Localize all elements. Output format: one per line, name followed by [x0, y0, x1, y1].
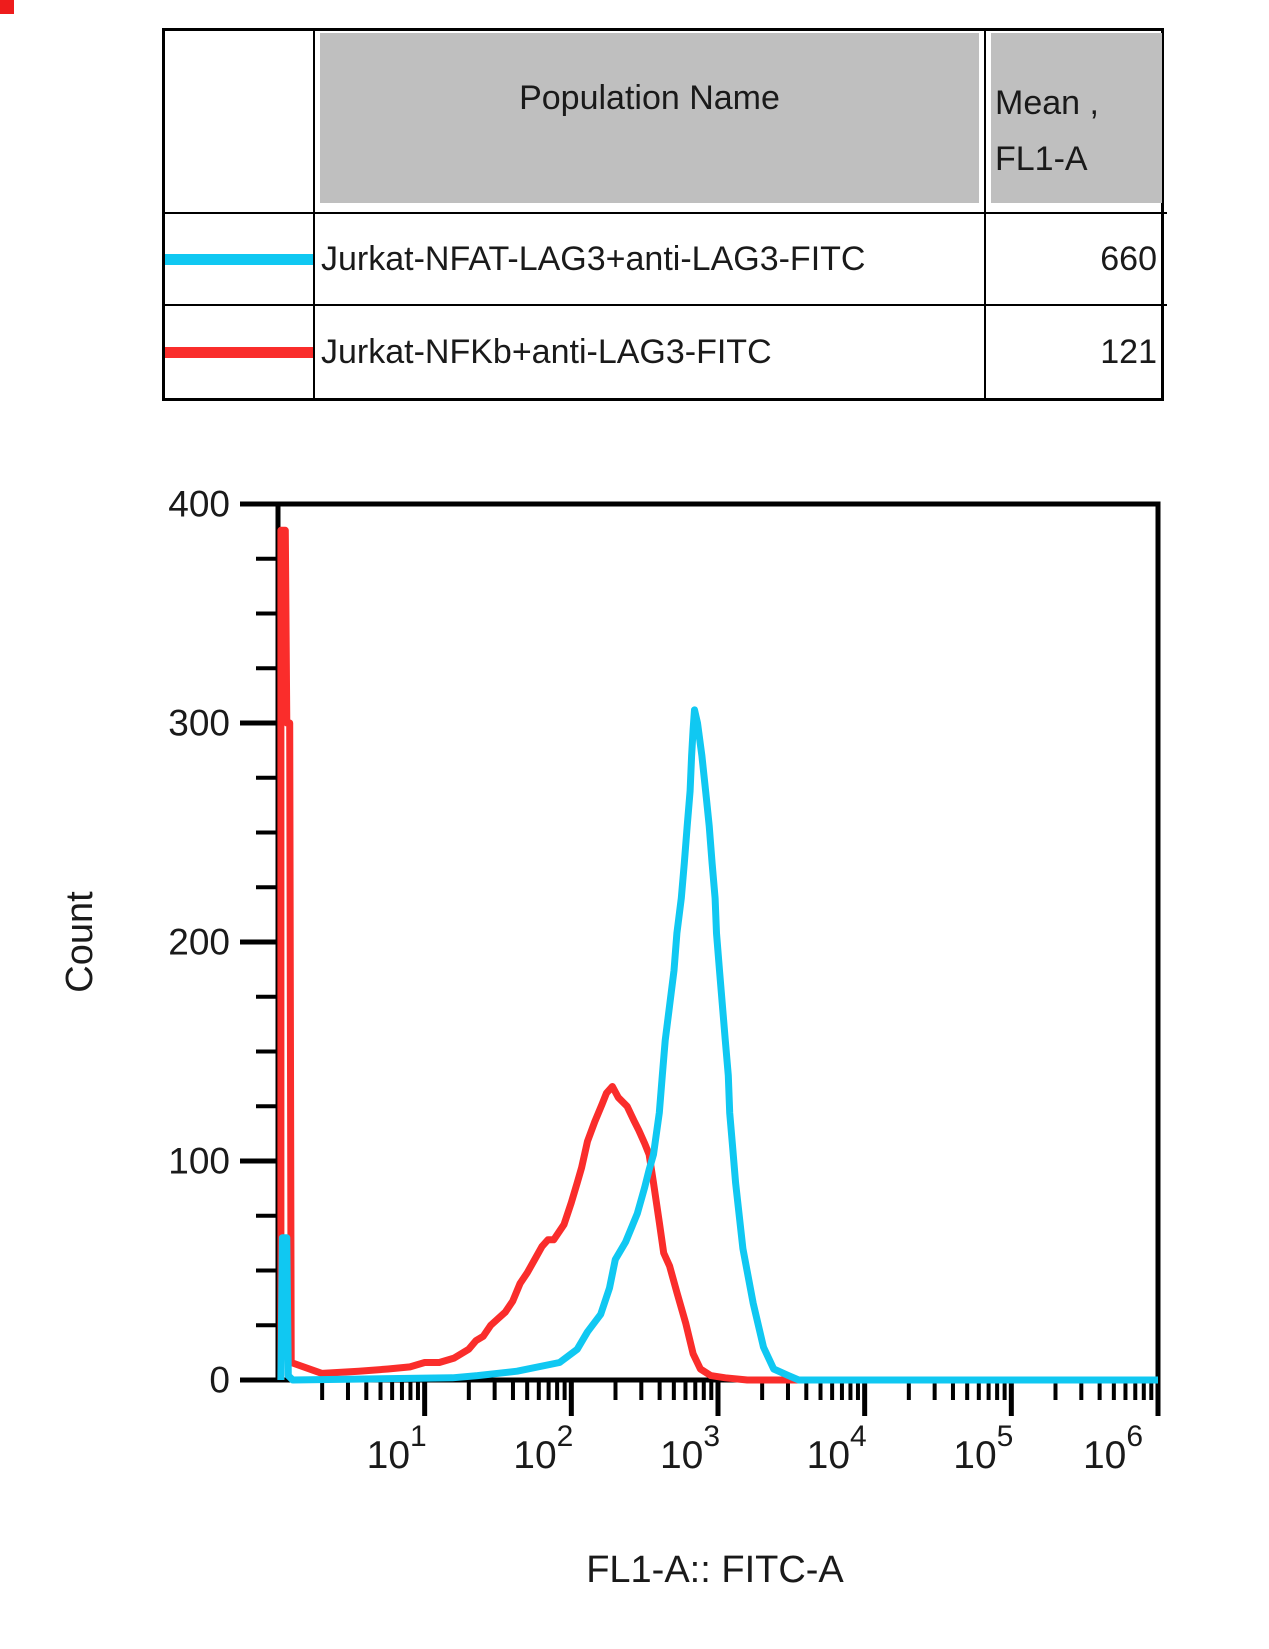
population-name-1: Jurkat-NFAT-LAG3+anti-LAG3-FITC — [315, 214, 986, 306]
y-axis-title: Count — [59, 891, 101, 993]
x-tick-label: 103 — [660, 1420, 720, 1477]
population-name-header-label: Population Name — [519, 79, 780, 117]
legend-header-mean: Mean , FL1-A — [986, 31, 1167, 214]
histogram-curve-red — [277, 526, 1158, 1384]
mean-header-line1: Mean , — [995, 84, 1099, 122]
x-tick-label: 106 — [1083, 1420, 1143, 1477]
y-tick-label: 0 — [209, 1360, 230, 1401]
histogram-plot: 0 100 200 300 400 101 102 103 104 105 106 Count FL1-… — [59, 484, 1161, 1591]
y-tick-label: 400 — [168, 484, 230, 525]
mean-header-line2: FL1-A — [995, 140, 1088, 178]
y-tick-label: 100 — [168, 1141, 230, 1182]
corner-artifact — [0, 0, 14, 14]
y-tick-label: 300 — [168, 703, 230, 744]
x-tick-label: 105 — [953, 1420, 1013, 1477]
table-row-2-swatch-cell — [165, 306, 315, 398]
legend-header-population: Population Name — [315, 31, 986, 214]
x-tick-label: 101 — [367, 1420, 427, 1477]
x-tick-label: 102 — [513, 1420, 573, 1477]
legend-header-swatch-cell — [165, 31, 315, 214]
mean-value-1: 660 — [986, 214, 1167, 306]
histogram-curve-blue — [277, 706, 1158, 1384]
series-color-swatch-red — [165, 346, 313, 358]
x-tick-label: 104 — [807, 1420, 867, 1477]
population-name-2: Jurkat-NFKb+anti-LAG3-FITC — [315, 306, 986, 398]
series-color-swatch-blue — [165, 253, 313, 265]
y-tick-label: 200 — [168, 922, 230, 963]
table-row-1-swatch-cell — [165, 214, 315, 306]
legend-table: Population Name Mean , FL1-A Jurkat-NFAT… — [162, 28, 1167, 401]
x-axis-title: FL1-A:: FITC-A — [586, 1549, 844, 1591]
mean-value-2: 121 — [1100, 332, 1157, 371]
